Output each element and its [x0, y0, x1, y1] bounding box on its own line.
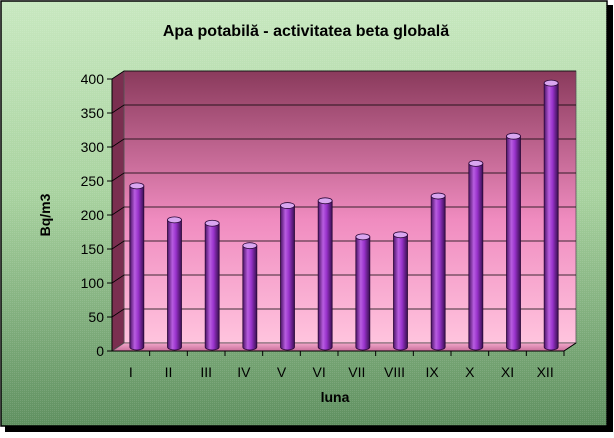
gridline	[111, 240, 576, 250]
x-tick-label: III	[200, 364, 212, 380]
x-tick-label: X	[465, 364, 475, 380]
y-tick-label: 150	[81, 241, 105, 257]
bar-top	[393, 231, 408, 239]
bar	[506, 132, 521, 351]
gridline	[111, 70, 576, 80]
x-tick-label: XII	[537, 364, 554, 380]
y-tick-label: 400	[81, 71, 105, 87]
x-axis-depth-line	[563, 342, 577, 352]
bar-body	[543, 82, 559, 351]
bar-top	[430, 192, 446, 200]
frame-shadow-bottom	[5, 426, 613, 432]
bar-body	[242, 245, 258, 351]
bar-top	[317, 197, 333, 205]
bar-top	[506, 132, 521, 140]
chart-title: Apa potabilă - activitatea beta globală	[163, 23, 449, 40]
bar-body	[204, 222, 220, 351]
x-tick-label: VI	[313, 364, 326, 380]
x-axis: I II III IV V VI VII VIII IX X XI XII	[112, 342, 577, 380]
bar	[317, 197, 333, 351]
bar-body	[393, 234, 408, 351]
bar	[167, 216, 182, 351]
y-tick-label: 50	[88, 309, 104, 325]
x-tick-label: VIII	[384, 364, 405, 380]
y-tick-label: 250	[81, 173, 105, 189]
bar	[355, 233, 371, 351]
bar-body	[167, 219, 182, 351]
bar-body	[355, 236, 371, 351]
gridline	[111, 308, 576, 318]
frame-shadow-right	[607, 5, 613, 432]
bars	[129, 79, 559, 351]
gridline	[111, 172, 576, 182]
x-tick-label: IX	[426, 364, 440, 380]
x-tick-label: I	[129, 364, 133, 380]
bar	[280, 202, 295, 351]
bar-body	[317, 200, 333, 351]
x-tick-label: V	[277, 364, 287, 380]
bar-top	[242, 242, 258, 250]
bar-body	[430, 195, 446, 351]
bar	[543, 79, 559, 351]
y-axis-label: Bq/m3	[37, 193, 53, 236]
gridline	[111, 138, 576, 148]
gridline	[111, 104, 576, 114]
bar	[242, 242, 258, 351]
y-tick-label: 200	[81, 207, 105, 223]
gridline	[111, 274, 576, 284]
bar-top	[204, 219, 220, 227]
bar-body	[506, 135, 521, 351]
y-tick-label: 300	[81, 139, 105, 155]
bar-top	[129, 182, 145, 190]
bar	[129, 182, 145, 351]
y-tick-label: 100	[81, 275, 105, 291]
bar	[393, 231, 408, 351]
bar-body	[468, 163, 484, 351]
bar	[204, 219, 220, 351]
bar-top	[167, 216, 182, 224]
bar-top	[468, 159, 484, 167]
bar	[468, 159, 484, 351]
y-tick-label: 350	[81, 105, 105, 121]
bar-top	[543, 79, 559, 87]
gridline	[111, 206, 576, 216]
x-tick-label: XI	[501, 364, 514, 380]
x-tick-label: VII	[348, 364, 365, 380]
bar-body	[129, 185, 145, 351]
x-tick-label: II	[165, 364, 173, 380]
bar-body	[280, 205, 295, 351]
y-axis: 0 50 100 150 200 250 300 350 400	[81, 71, 113, 359]
bar	[430, 192, 446, 351]
x-axis-label: luna	[321, 389, 350, 405]
bar-top	[355, 233, 371, 241]
y-tick-label: 0	[96, 343, 104, 359]
bar-top	[280, 202, 295, 209]
x-tick-label: IV	[237, 364, 251, 380]
